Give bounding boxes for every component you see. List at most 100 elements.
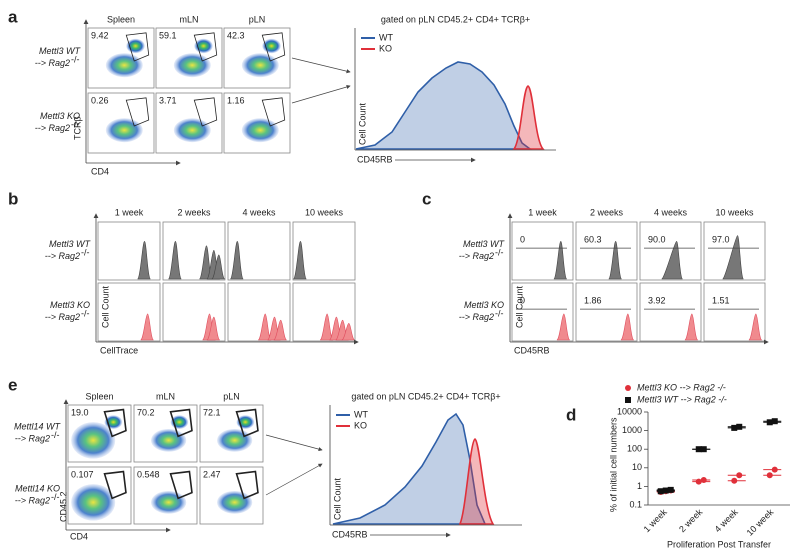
plot-frame (199, 466, 264, 525)
histogram-peak (230, 240, 244, 280)
row-label-sup: -/- (71, 119, 80, 129)
column-header: Spleen (85, 391, 113, 401)
connector-arrow (291, 57, 351, 74)
legend-label: WT (379, 32, 393, 42)
gate-value: 1.16 (227, 95, 245, 105)
cell-cloud (151, 428, 187, 452)
row-label-line: --> Rag2 (35, 58, 70, 68)
row-label-line: Mettl14 KO (15, 484, 60, 494)
column-header: pLN (223, 391, 240, 401)
cell-cloud (151, 490, 187, 514)
histogram-title: gated on pLN CD45.2+ CD4+ TCRβ+ (381, 14, 530, 24)
y-tick-label: 100 (627, 444, 642, 454)
histogram-wt (355, 61, 533, 150)
row-label-line: Mettl3 WT (49, 239, 92, 249)
legend-label: Mettl3 WT --> Rag2 -/- (637, 394, 727, 404)
plot-frame (87, 27, 155, 89)
cell-cloud (71, 422, 116, 459)
point (736, 423, 743, 430)
row-label: --> Rag2 (15, 496, 50, 506)
x-tick-label: 2 week (677, 507, 705, 535)
axis-label: % of initial cell numbers (608, 417, 618, 512)
column-header: 4 weeks (242, 207, 276, 217)
column-header: 1 week (115, 207, 144, 217)
gate (193, 32, 218, 62)
panel-label: d (566, 405, 576, 424)
point (766, 419, 773, 426)
gate-value: 42.3 (227, 30, 245, 40)
row-label-sup: -/- (495, 247, 504, 257)
gate-value: 1.86 (584, 295, 602, 305)
row-label-line: --> Rag2 (15, 496, 50, 506)
plot-frame (133, 404, 198, 463)
axis-label: Cell Count (514, 285, 524, 328)
row-label-line: --> Rag2 (45, 251, 80, 261)
y-tick-label: 1000 (622, 425, 642, 435)
plot-frame (87, 92, 155, 154)
cell-cloud (217, 428, 253, 452)
axis-label: Cell Count (332, 477, 342, 520)
gate-value: 60.3 (584, 234, 602, 244)
histogram-peak (684, 313, 699, 341)
cell-cloud (71, 484, 116, 521)
plot-frame (223, 27, 291, 89)
plot-frame (511, 221, 574, 281)
cell-cloud (241, 53, 279, 78)
axis-label: CD45RB (357, 154, 393, 164)
connector-arrow (265, 434, 323, 452)
gate-value: 2.47 (203, 469, 221, 479)
gate-value: 9.42 (91, 30, 109, 40)
histogram-peak (206, 316, 221, 341)
histogram-peak (140, 313, 154, 341)
histogram-peak (608, 240, 622, 280)
gate (169, 470, 193, 500)
row-label-line: --> Rag2 (459, 312, 494, 322)
histogram-peak (211, 254, 226, 280)
gate-value: 70.2 (137, 407, 155, 417)
row-label: Mettl14 WT (14, 422, 62, 432)
row-label-sup: -/- (71, 54, 80, 64)
gate-value: 1.51 (712, 295, 730, 305)
row-label-line: Mettl3 KO (40, 111, 80, 121)
plot-frame (67, 404, 132, 463)
axis-label: CD45RB (514, 345, 550, 355)
point (771, 418, 778, 425)
gate (125, 97, 150, 127)
plot-frame (639, 282, 702, 342)
gate-value: 90.0 (648, 234, 666, 244)
plot-frame (162, 282, 226, 342)
histogram-peak (168, 240, 182, 280)
row-label: --> Rag2 (35, 58, 70, 68)
x-tick-label: 1 week (642, 507, 670, 535)
histogram-peak (620, 313, 635, 341)
axis-label: Proliferation Post Transfer (667, 539, 771, 549)
column-header: mLN (156, 391, 175, 401)
axis-label: CellTrace (100, 345, 138, 355)
gate-value: 59.1 (159, 30, 177, 40)
gate (169, 408, 193, 438)
axis-label: CD45RB (332, 529, 368, 539)
row-label: --> Rag2 (35, 123, 70, 133)
row-label-line: --> Rag2 (459, 251, 494, 261)
cell-cloud (241, 118, 279, 143)
row-label-line: Mettl3 WT (463, 239, 506, 249)
row-label-line: --> Rag2 (45, 312, 80, 322)
point (731, 477, 738, 484)
row-label: --> Rag2 (459, 312, 494, 322)
legend-label: KO (379, 43, 392, 53)
cell-cloud (262, 38, 281, 54)
gate-value: 0 (520, 234, 525, 244)
plot-frame (223, 92, 291, 154)
histogram-peak (341, 322, 355, 341)
gate-value: 3.92 (648, 295, 666, 305)
column-header: 2 weeks (177, 207, 211, 217)
plot-frame (162, 221, 226, 281)
row-label-line: Mettl3 KO (464, 300, 504, 310)
gate-value: 0.107 (71, 469, 94, 479)
column-header: 1 week (528, 207, 557, 217)
y-tick-label: 1 (637, 481, 642, 491)
axis-label: CD45.2 (58, 491, 68, 522)
row-label: Mettl3 KO (50, 300, 90, 310)
point (771, 466, 778, 473)
